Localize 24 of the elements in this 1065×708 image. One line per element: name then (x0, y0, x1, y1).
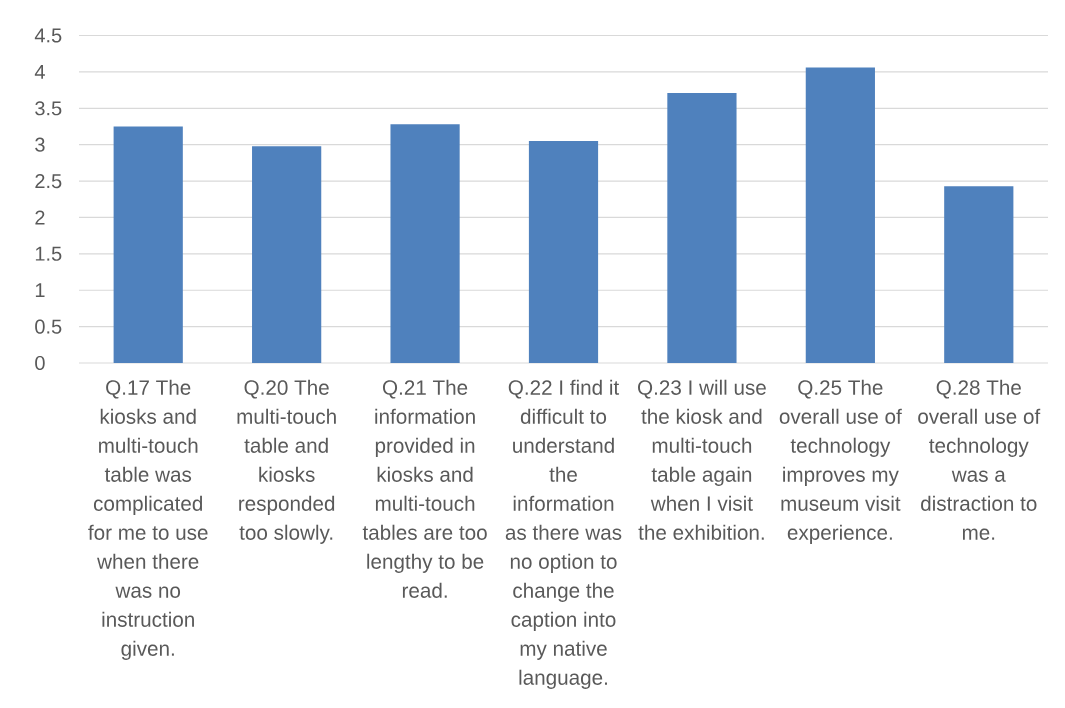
bar (252, 146, 322, 363)
bar (805, 67, 875, 363)
x-tick-label: Q.25 The overall use of technology improves my museum visit experience. (779, 379, 902, 544)
category-label: Q.22 I find it difficult to understand the information as there was no option to change the caption into my native language. (505, 379, 622, 689)
y-tick-label: 2 (35, 210, 45, 225)
y-tick-label: 1.5 (35, 246, 62, 261)
bar (528, 141, 599, 363)
bar (944, 186, 1014, 363)
y-tick-label: 2.5 (35, 173, 62, 189)
bar (390, 124, 460, 363)
y-tick-label: 0.5 (35, 319, 62, 334)
y-tick-label: 3.5 (35, 101, 62, 116)
bar (667, 93, 737, 363)
bar (113, 126, 183, 363)
category-label: Q.17 The kiosks and multi-touch table was complicated for me to use when there was no instruction given. (88, 379, 208, 660)
y-tick-label: 3 (35, 137, 45, 152)
x-tick-label: Q.28 The overall use of technology was a distraction to me. (918, 379, 1041, 540)
y-tick-label: 0 (35, 355, 45, 371)
y-tick-label: 4 (34, 65, 45, 79)
y-tick-label: 4.5 (34, 28, 62, 43)
y-tick-label: 1 (35, 283, 45, 298)
x-tick-label: Q.23 I will use the kiosk and multi-touch table again when I visit the exhibition. (638, 379, 766, 540)
x-tick-label: Q.21 The information provided in kiosks and multi-touch tables are too lengthy to be read. (362, 379, 487, 598)
x-tick-label: Q.20 The multi-touch table and kiosks responded too slowly. (237, 379, 336, 544)
